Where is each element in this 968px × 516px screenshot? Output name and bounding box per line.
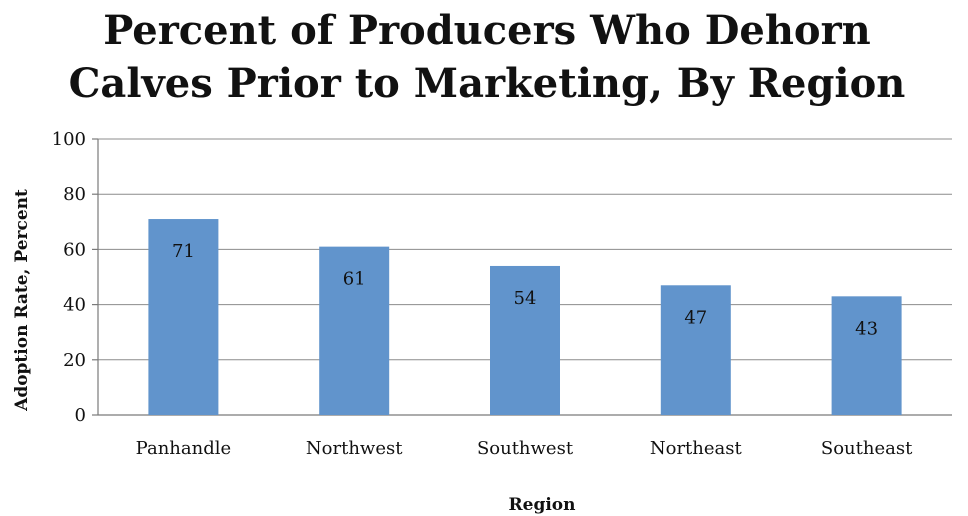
category-label-panhandle: Panhandle xyxy=(136,438,231,459)
category-label-northwest: Northwest xyxy=(306,438,403,459)
category-label-southeast: Southeast xyxy=(821,438,913,459)
y-tick-label: 40 xyxy=(63,295,86,316)
bar-northwest xyxy=(319,246,390,415)
bar-southwest xyxy=(490,265,560,415)
y-axis-ticks: 0 20 40 60 80 100 xyxy=(52,129,86,426)
y-tick-label: 0 xyxy=(75,405,86,426)
x-axis-title: Region xyxy=(509,495,576,515)
data-label-panhandle: 71 xyxy=(172,241,195,262)
y-tick-label: 80 xyxy=(63,184,86,205)
bar-panhandle xyxy=(148,219,219,415)
bars: 71 61 54 47 43 xyxy=(148,219,902,415)
chart-title-line-1: Percent of Producers Who Dehorn xyxy=(103,7,871,54)
bar-southeast xyxy=(831,296,902,415)
y-axis-title: Adoption Rate, Percent xyxy=(12,189,32,412)
bar-northeast xyxy=(660,285,731,415)
data-label-southwest: 54 xyxy=(514,288,537,309)
y-tick-label: 20 xyxy=(63,350,86,371)
data-label-southeast: 43 xyxy=(855,318,878,339)
data-label-northwest: 61 xyxy=(343,269,366,290)
data-label-northeast: 47 xyxy=(684,307,707,328)
y-tick-label: 100 xyxy=(52,129,86,150)
category-label-northeast: Northeast xyxy=(650,438,743,459)
y-tick-label: 60 xyxy=(63,239,86,260)
x-axis-categories: Panhandle Northwest Southwest Northeast Sout… xyxy=(136,438,913,459)
category-label-southwest: Southwest xyxy=(477,438,574,459)
chart-title-line-2: Calves Prior to Marketing, By Region xyxy=(69,60,906,107)
